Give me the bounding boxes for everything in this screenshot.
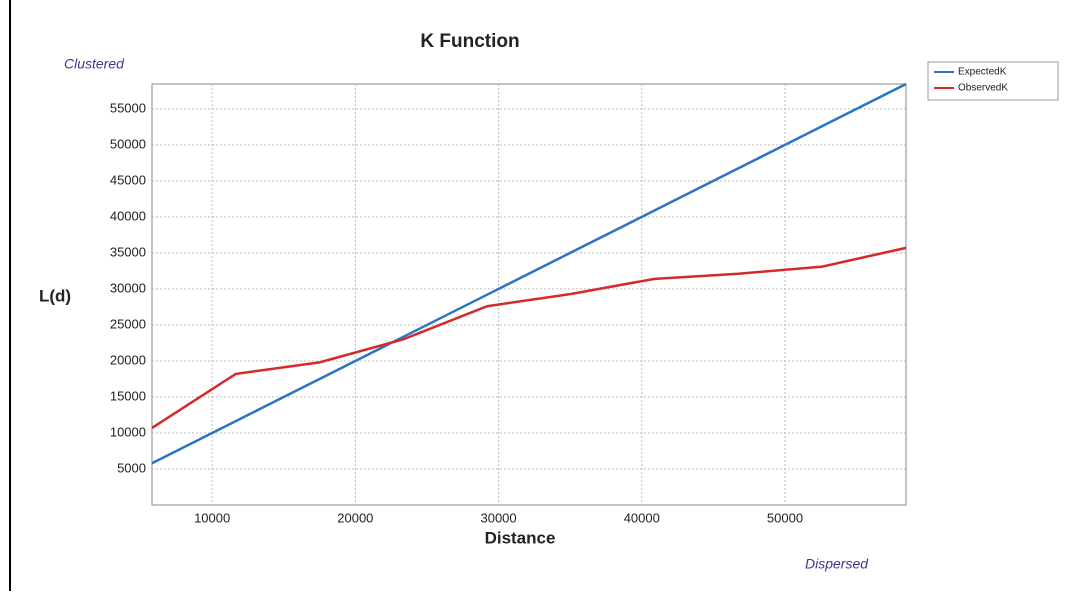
x-axis-label: Distance (485, 528, 556, 547)
legend (927, 61, 1059, 101)
x-tick-label: 10000 (194, 510, 230, 525)
y-tick-label: 30000 (110, 280, 146, 295)
legend-label: ObservedK (958, 83, 1008, 94)
series-line (151, 246, 907, 429)
y-tick-label: 55000 (110, 100, 146, 115)
x-tick-label: 20000 (337, 510, 373, 525)
x-tick-label: 30000 (480, 510, 516, 525)
y-tick-label: 40000 (110, 208, 146, 223)
x-tick-label: 50000 (767, 510, 803, 525)
series-line (151, 82, 907, 465)
y-tick-label: 20000 (110, 352, 146, 367)
y-tick-label: 5000 (117, 460, 146, 475)
x-tick-label: 40000 (624, 510, 660, 525)
plot-area (151, 83, 907, 506)
y-tick-label: 10000 (110, 424, 146, 439)
y-tick-label: 15000 (110, 388, 146, 403)
chart-title: K Function (420, 31, 519, 52)
y-tick-label: 25000 (110, 316, 146, 331)
y-tick-label: 50000 (110, 136, 146, 151)
y-tick-label: 45000 (110, 172, 146, 187)
y-tick-label: 35000 (110, 244, 146, 259)
legend-label: ExpectedK (958, 67, 1007, 78)
annotation: Clustered (64, 56, 125, 72)
y-axis-label: L(d) (39, 286, 71, 305)
annotation: Dispersed (805, 556, 869, 572)
